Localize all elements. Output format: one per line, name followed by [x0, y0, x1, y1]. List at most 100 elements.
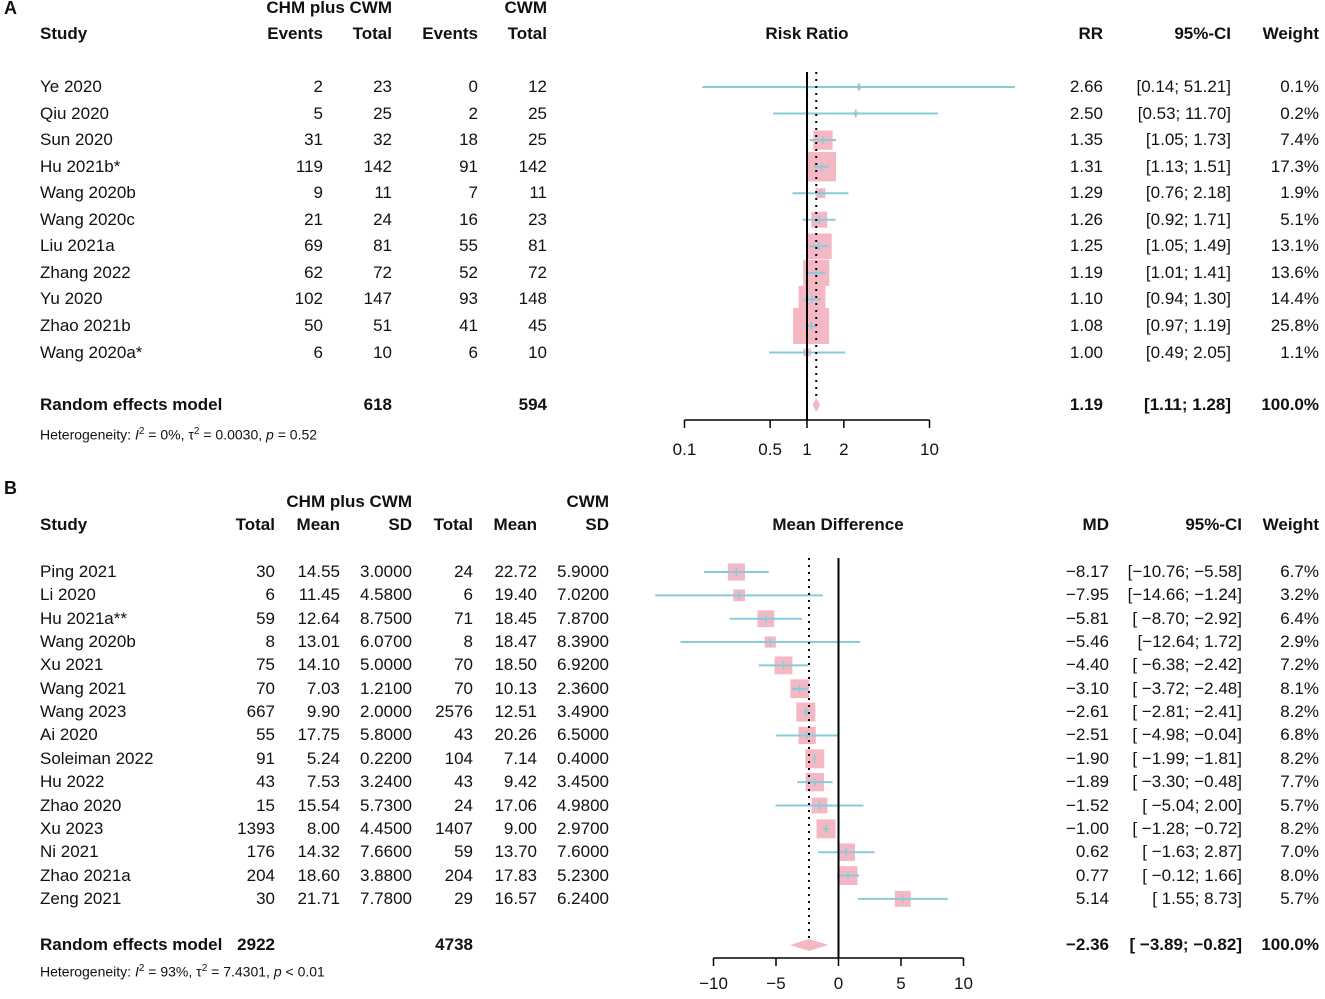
total-treatment: 204 [246, 865, 275, 885]
weight-value: 3.2% [1280, 585, 1319, 605]
sd-treatment: 0.2200 [360, 748, 412, 768]
total-control: 70 [454, 655, 473, 675]
total-treatment: 6 [265, 585, 275, 605]
total-treatment: 81 [373, 236, 392, 256]
mean-control: 20.26 [494, 725, 537, 745]
rr-value: 1.19 [1069, 262, 1103, 282]
sd-control: 3.4900 [557, 702, 609, 722]
events-control: 18 [459, 130, 478, 150]
summary-total-treatment: 618 [363, 395, 392, 414]
sd-treatment: 5.7300 [360, 795, 412, 815]
events-control: 6 [468, 342, 478, 362]
column-header-rr: RR [1078, 24, 1103, 43]
mean-treatment: 14.32 [297, 842, 340, 862]
md-value: −2.51 [1065, 725, 1109, 745]
weight-value: 7.4% [1280, 130, 1319, 150]
ci-value: [ −2.81; −2.41] [1132, 702, 1242, 722]
column-header-total2: Total [507, 24, 547, 43]
ci-value: [0.49; 2.05] [1145, 342, 1231, 362]
md-value: −5.81 [1065, 608, 1109, 628]
total-control: 204 [444, 865, 473, 885]
x-tick-label: 10 [954, 974, 973, 993]
sd-treatment: 2.0000 [360, 702, 412, 722]
study-name: Soleiman 2022 [40, 748, 154, 768]
weight-value: 0.2% [1280, 103, 1319, 123]
ci-value: [1.05; 1.49] [1145, 236, 1231, 256]
sd-treatment: 3.0000 [360, 562, 412, 581]
ci-value: [ 1.55; 8.73] [1152, 888, 1242, 908]
total-treatment: 23 [373, 77, 392, 96]
x-tick-label: −10 [699, 974, 728, 993]
rr-value: 1.25 [1069, 236, 1103, 256]
weight-value: 7.7% [1280, 772, 1319, 792]
weight-value: 17.3% [1270, 156, 1319, 176]
total-control: 2576 [435, 702, 473, 722]
total-control: 1407 [435, 818, 473, 838]
total-control: 43 [454, 725, 473, 745]
summary-total-control: 594 [518, 395, 547, 414]
study-name: Zhao 2021a [40, 865, 131, 885]
total-treatment: 75 [256, 655, 275, 675]
total-control: 71 [454, 608, 473, 628]
study-name: Zeng 2021 [40, 888, 122, 908]
sd-control: 2.9700 [557, 818, 609, 838]
ci-value: [ −1.99; −1.81] [1132, 748, 1242, 768]
weight-value: 5.7% [1280, 888, 1319, 908]
mean-control: 9.42 [503, 772, 537, 792]
rr-value: 1.29 [1069, 183, 1103, 203]
mean-treatment: 5.24 [306, 748, 340, 768]
summary-total-control: 4738 [435, 935, 473, 954]
ci-value: [0.94; 1.30] [1145, 289, 1231, 309]
weight-value: 6.7% [1280, 562, 1319, 581]
x-tick-label: 10 [920, 440, 939, 459]
weight-value: 5.7% [1280, 795, 1319, 815]
study-name: Ai 2020 [40, 725, 98, 745]
weight-value: 13.6% [1270, 262, 1319, 282]
column-header-sd1: SD [388, 515, 412, 534]
x-tick-label: 5 [896, 974, 906, 993]
sd-treatment: 3.2400 [360, 772, 412, 792]
study-name: Qiu 2020 [40, 103, 109, 123]
total-control: 25 [528, 103, 547, 123]
sd-treatment: 5.0000 [360, 655, 412, 675]
mean-treatment: 7.03 [306, 678, 340, 698]
sd-treatment: 7.7800 [360, 888, 412, 908]
total-treatment: 72 [373, 262, 392, 282]
events-treatment: 9 [313, 183, 323, 203]
heterogeneity-text: Heterogeneity: I2 = 0%, τ2 = 0.0030, p =… [40, 426, 318, 443]
events-control: 52 [459, 262, 478, 282]
total-treatment: 32 [373, 130, 392, 150]
study-name: Ni 2021 [40, 842, 99, 862]
ci-value: [ −6.38; −2.42] [1132, 655, 1242, 675]
summary-ci: [ −3.89; −0.82] [1129, 935, 1242, 954]
rr-value: 1.26 [1069, 209, 1103, 229]
ci-value: [0.97; 1.19] [1145, 315, 1231, 335]
ci-value: [1.05; 1.73] [1145, 130, 1231, 150]
study-name: Hu 2021b* [40, 156, 121, 176]
column-header-ci: 95%-CI [1185, 515, 1242, 534]
total-control: 6 [463, 585, 473, 605]
events-treatment: 50 [304, 315, 323, 335]
sd-control: 7.0200 [557, 585, 609, 605]
weight-value: 8.2% [1280, 818, 1319, 838]
mean-treatment: 11.45 [298, 585, 340, 605]
events-control: 7 [468, 183, 478, 203]
column-header-study: Study [40, 24, 88, 43]
total-treatment: 25 [373, 103, 392, 123]
sd-control: 8.3900 [557, 632, 609, 652]
ci-value: [0.76; 2.18] [1145, 183, 1231, 203]
total-control: 12 [528, 77, 547, 96]
study-name: Ye 2020 [40, 77, 102, 96]
column-header-mean2: Mean [493, 515, 537, 534]
mean-treatment: 18.60 [297, 865, 340, 885]
total-treatment: 55 [256, 725, 275, 745]
weight-value: 8.2% [1280, 702, 1319, 722]
rr-value: 2.50 [1069, 103, 1103, 123]
rr-value: 1.35 [1069, 130, 1103, 150]
events-treatment: 102 [294, 289, 323, 309]
total-treatment: 667 [246, 702, 275, 722]
x-tick-label: −5 [766, 974, 786, 993]
md-value: −1.00 [1065, 818, 1109, 838]
ci-value: [0.53; 11.70] [1137, 103, 1231, 123]
events-control: 2 [468, 103, 478, 123]
